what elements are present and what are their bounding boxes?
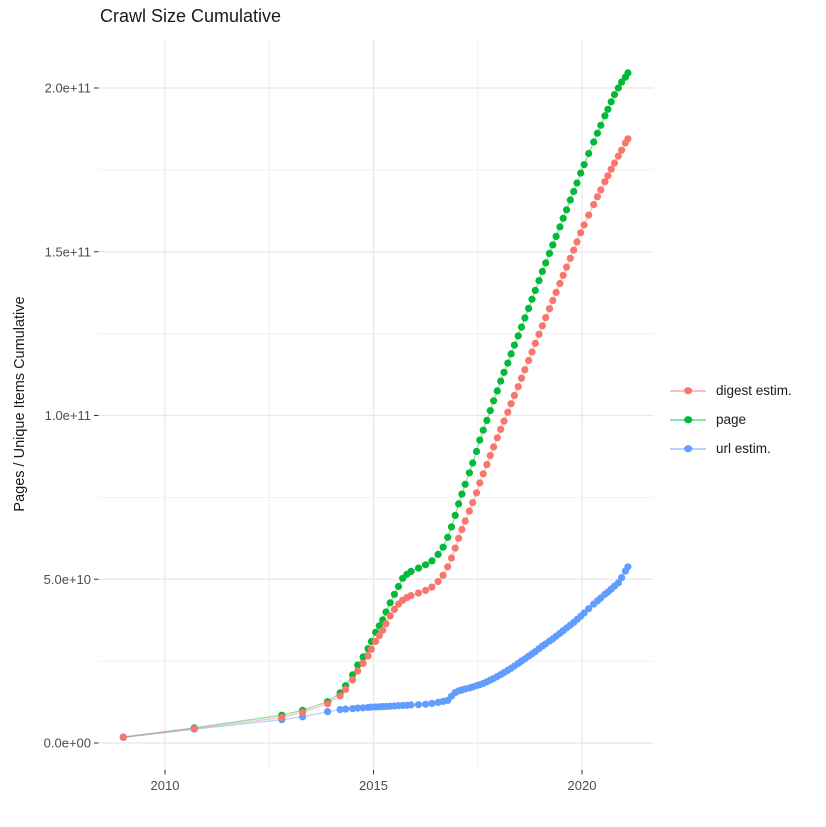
- series-url-estim-: [119, 563, 632, 742]
- legend-key-digest: [670, 381, 706, 401]
- legend-dot-icon: [684, 444, 692, 453]
- y-tick-label: 1.0e+11: [45, 408, 91, 423]
- legend-label-url: url estim.: [716, 441, 771, 456]
- legend-key-url: [670, 439, 706, 459]
- x-tick-label: 2020: [568, 778, 597, 793]
- legend-label-page: page: [716, 412, 747, 427]
- legend-key-page: [670, 410, 706, 430]
- x-tick-label: 2010: [151, 778, 180, 793]
- legend-item-page: page: [670, 409, 792, 430]
- gridlines-major: [98, 40, 654, 770]
- chart-title: Crawl Size Cumulative: [100, 6, 282, 26]
- x-tick-label: 2015: [359, 778, 388, 793]
- y-tick-label: 1.5e+11: [45, 244, 91, 259]
- series-digest-estim-: [119, 135, 632, 741]
- y-tick-label: 2.0e+11: [45, 81, 91, 96]
- legend-dot-icon: [684, 386, 692, 395]
- x-axis-labels: 2010 2015 2020: [151, 778, 597, 793]
- y-tick-label: 0.0e+00: [44, 736, 91, 751]
- legend-item-digest: digest estim.: [670, 380, 792, 401]
- legend: digest estim. page url estim.: [670, 380, 792, 459]
- legend-item-url: url estim.: [670, 438, 792, 459]
- axis-ticks: [94, 87, 583, 775]
- y-axis-title: Pages / Unique Items Cumulative: [12, 296, 28, 512]
- y-tick-label: 5.0e+10: [44, 572, 91, 587]
- legend-label-digest: digest estim.: [716, 383, 792, 398]
- y-axis-labels: 0.0e+00 5.0e+10 1.0e+11 1.5e+11 2.0e+11: [44, 81, 91, 751]
- legend-dot-icon: [684, 415, 692, 424]
- gridlines-minor: [98, 40, 654, 770]
